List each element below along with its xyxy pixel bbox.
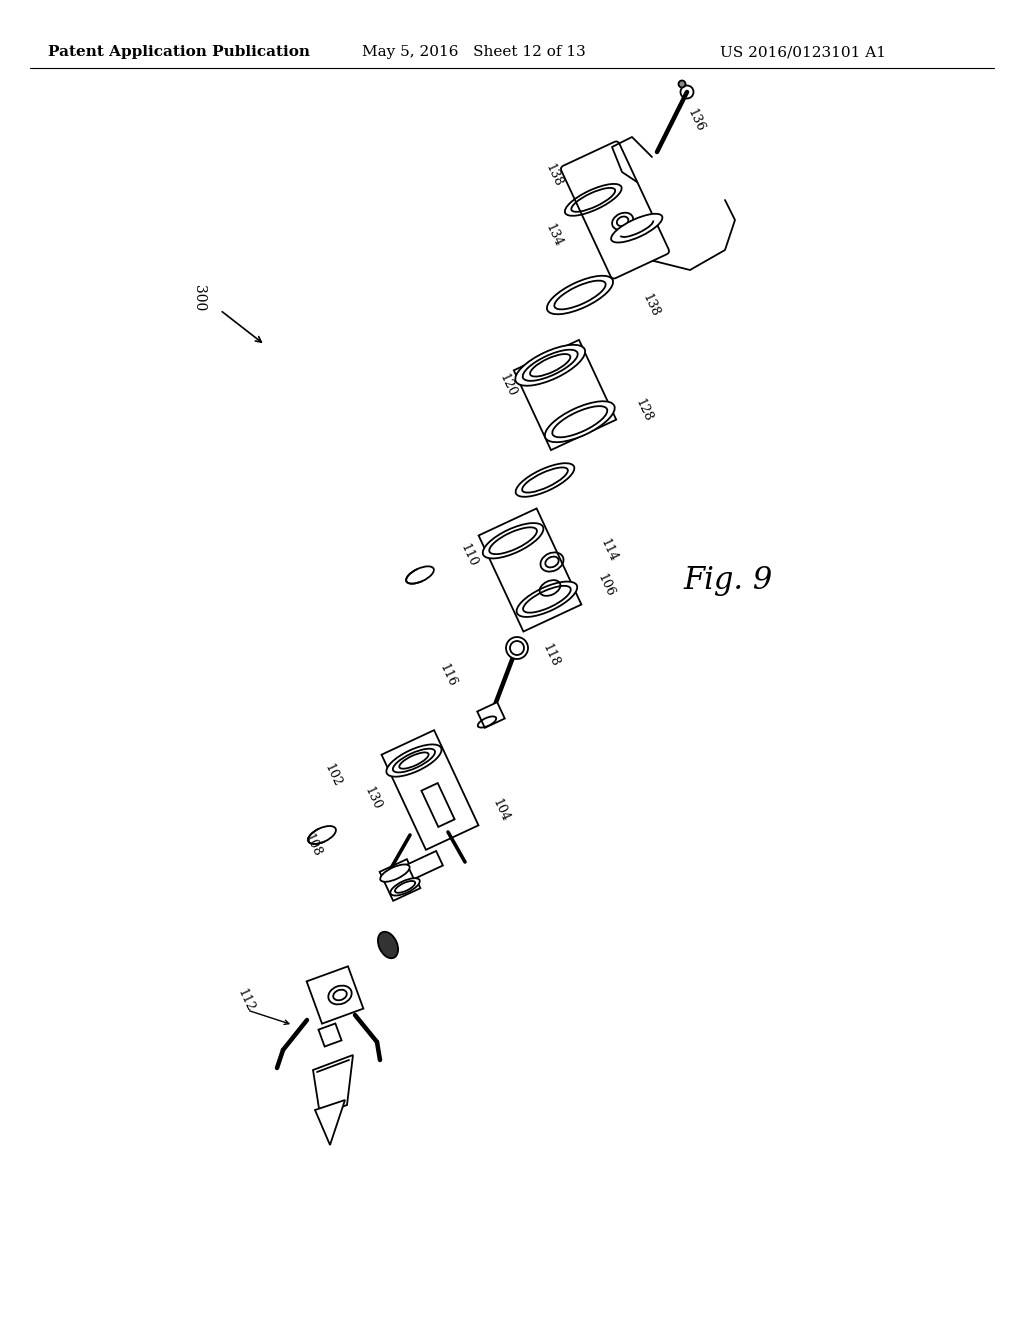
Text: 300: 300 (193, 285, 206, 312)
Ellipse shape (516, 582, 578, 616)
Ellipse shape (380, 865, 410, 882)
Text: 134: 134 (543, 222, 565, 248)
Text: May 5, 2016   Sheet 12 of 13: May 5, 2016 Sheet 12 of 13 (362, 45, 586, 59)
Text: 110: 110 (458, 541, 480, 569)
Text: 136: 136 (685, 107, 707, 133)
Text: 118: 118 (540, 642, 562, 669)
Text: 130: 130 (362, 784, 384, 812)
Text: 108: 108 (302, 832, 324, 858)
Ellipse shape (506, 638, 528, 659)
Polygon shape (313, 1055, 353, 1115)
Ellipse shape (386, 744, 441, 776)
Ellipse shape (308, 826, 336, 843)
Bar (318, 1023, 342, 1047)
Bar (408, 851, 443, 879)
Ellipse shape (611, 214, 663, 243)
Text: 112: 112 (234, 986, 257, 1014)
Ellipse shape (679, 81, 685, 87)
Bar (422, 783, 455, 826)
Text: 120: 120 (497, 371, 519, 399)
Text: Fig. 9: Fig. 9 (683, 565, 773, 595)
Ellipse shape (482, 523, 544, 558)
Bar (477, 702, 505, 727)
Ellipse shape (545, 401, 614, 442)
FancyBboxPatch shape (561, 141, 669, 279)
Text: 116: 116 (437, 661, 459, 689)
Text: US 2016/0123101 A1: US 2016/0123101 A1 (720, 45, 886, 59)
Text: Patent Application Publication: Patent Application Publication (48, 45, 310, 59)
Bar (306, 966, 364, 1024)
Text: 102: 102 (322, 762, 344, 788)
Text: 114: 114 (598, 536, 620, 564)
Polygon shape (315, 1100, 345, 1144)
Bar (380, 859, 421, 900)
Text: 104: 104 (490, 796, 512, 824)
Bar (478, 508, 582, 631)
Bar (514, 341, 616, 450)
Ellipse shape (407, 566, 434, 583)
Text: 128: 128 (633, 396, 655, 424)
Text: 138: 138 (543, 161, 565, 189)
Text: 106: 106 (595, 572, 616, 599)
Text: 138: 138 (640, 292, 662, 318)
Ellipse shape (390, 878, 420, 895)
Bar (382, 730, 478, 850)
Ellipse shape (378, 932, 398, 958)
Ellipse shape (515, 345, 585, 385)
